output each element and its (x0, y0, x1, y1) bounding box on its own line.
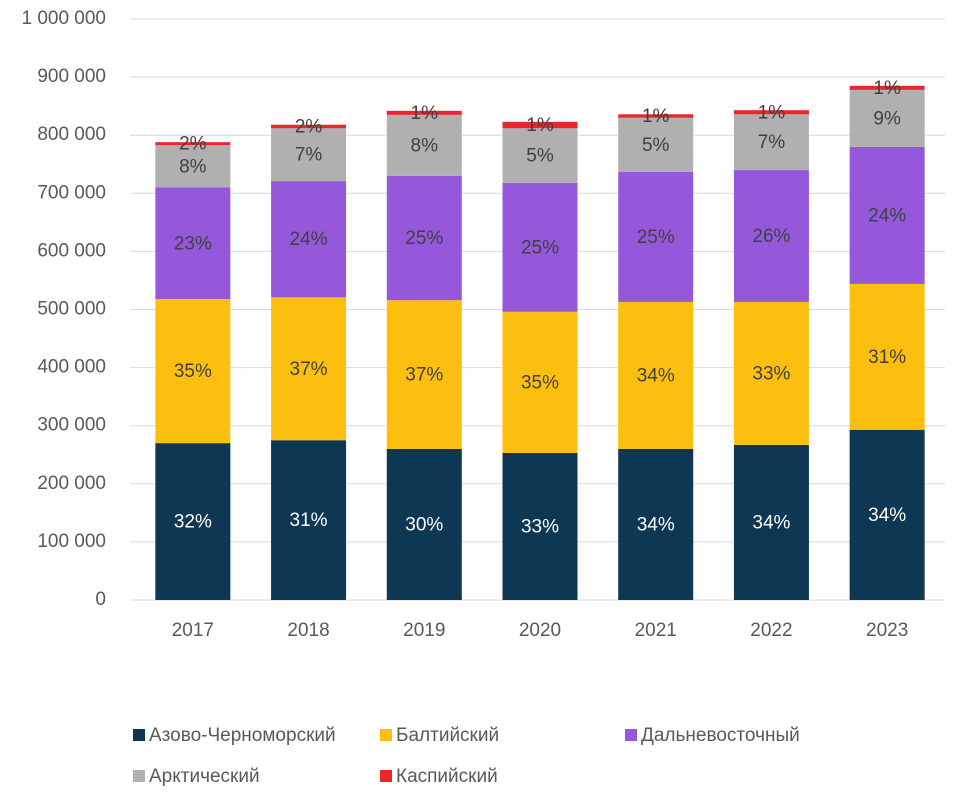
data-label: 1% (758, 102, 786, 123)
bar-segment (502, 128, 578, 183)
legend-label: Балтийский (396, 725, 499, 746)
data-label: 23% (174, 233, 212, 254)
bar-segment (271, 181, 347, 298)
legend-label: Азово-Черноморский (149, 725, 336, 746)
bar-segment (733, 114, 809, 171)
data-label: 33% (752, 363, 790, 384)
bar-segment (155, 299, 231, 444)
data-label: 1% (873, 78, 901, 99)
bar-segment (733, 110, 809, 115)
data-label: 24% (868, 205, 906, 226)
x-tick-label: 2020 (519, 620, 561, 641)
data-label: 31% (868, 347, 906, 368)
y-tick-label: 1 000 000 (21, 8, 106, 29)
y-tick-label: 800 000 (37, 124, 106, 145)
data-label: 24% (290, 229, 328, 250)
data-label: 34% (637, 365, 675, 386)
data-label: 2% (179, 134, 207, 155)
x-tick-label: 2022 (750, 620, 792, 641)
data-label: 37% (290, 359, 328, 380)
y-tick-label: 900 000 (37, 66, 106, 87)
data-label: 35% (521, 372, 559, 393)
data-label: 30% (405, 514, 443, 535)
bar-segment (271, 297, 347, 441)
bar-segment (386, 175, 462, 301)
data-label: 26% (752, 226, 790, 247)
data-label: 9% (873, 108, 901, 129)
bar-segment (618, 448, 694, 600)
data-label: 7% (758, 132, 786, 153)
bar-segment (618, 301, 694, 449)
bar-segment (386, 448, 462, 600)
bar-segment (502, 311, 578, 454)
bar-segment (155, 145, 231, 188)
legend-label: Арктический (149, 766, 260, 787)
x-tick-label: 2019 (403, 620, 445, 641)
bar-segment (271, 124, 347, 129)
data-label: 34% (752, 512, 790, 533)
bar-segment (849, 283, 925, 430)
data-label: 37% (405, 365, 443, 386)
legend-swatch (133, 770, 145, 782)
bar-segment (849, 429, 925, 600)
data-label: 1% (642, 106, 670, 127)
x-tick-label: 2021 (635, 620, 677, 641)
legend-label: Дальневосточный (641, 725, 800, 746)
data-label: 31% (290, 510, 328, 531)
data-label: 33% (521, 517, 559, 538)
legend-swatch (380, 729, 392, 741)
data-label: 32% (174, 512, 212, 533)
data-label: 5% (526, 146, 554, 167)
legend-swatch (133, 729, 145, 741)
y-tick-label: 600 000 (37, 240, 106, 261)
data-label: 34% (868, 505, 906, 526)
y-tick-label: 300 000 (37, 415, 106, 436)
data-label: 35% (174, 361, 212, 382)
bar-segment (502, 121, 578, 129)
data-label: 7% (295, 145, 323, 166)
bar-segment (849, 146, 925, 284)
y-tick-label: 700 000 (37, 182, 106, 203)
bar-segment (155, 443, 231, 600)
bar-segment (155, 187, 231, 300)
bar-segment (733, 301, 809, 445)
data-label: 1% (526, 115, 554, 136)
bar-segment (386, 114, 462, 176)
y-tick-label: 0 (95, 589, 106, 610)
data-label: 1% (411, 103, 439, 124)
y-tick-label: 400 000 (37, 357, 106, 378)
data-label: 5% (642, 135, 670, 156)
bar-segment (618, 171, 694, 302)
x-tick-label: 2023 (866, 620, 908, 641)
data-label: 25% (521, 237, 559, 258)
data-label: 34% (637, 514, 675, 535)
bar-segment (271, 440, 347, 600)
data-label: 25% (405, 228, 443, 249)
y-tick-label: 100 000 (37, 531, 106, 552)
bar-segment (502, 453, 578, 600)
legend-swatch (380, 770, 392, 782)
x-tick-label: 2017 (172, 620, 214, 641)
bar-segment (386, 110, 462, 115)
legend-swatch (625, 729, 637, 741)
data-label: 8% (179, 156, 207, 177)
data-label: 8% (411, 135, 439, 156)
y-tick-label: 500 000 (37, 299, 106, 320)
data-label: 2% (295, 117, 323, 138)
bar-segment (849, 85, 925, 90)
bar-segment (849, 89, 925, 147)
y-tick-label: 200 000 (37, 473, 106, 494)
bar-segment (386, 300, 462, 449)
bar-segment (733, 444, 809, 600)
x-tick-label: 2018 (287, 620, 329, 641)
bar-segment (502, 182, 578, 312)
bar-segment (733, 170, 809, 302)
legend-label: Каспийский (396, 766, 498, 787)
bar-segment (618, 117, 694, 172)
data-label: 25% (637, 227, 675, 248)
bar-segment (155, 142, 231, 146)
bar-segment (271, 128, 347, 182)
bar-segment (618, 114, 694, 118)
